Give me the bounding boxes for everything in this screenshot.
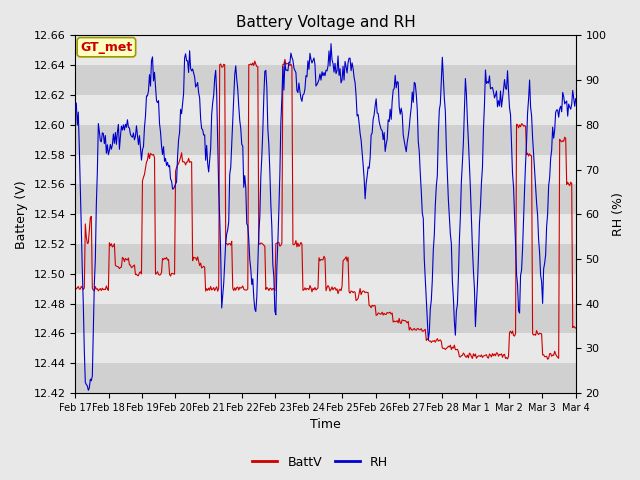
Bar <box>76 65 576 95</box>
Y-axis label: Battery (V): Battery (V) <box>15 180 28 249</box>
Text: GT_met: GT_met <box>80 41 132 54</box>
RH <box>344 60 352 66</box>
Bar <box>76 244 576 274</box>
Bar <box>76 334 576 363</box>
Title: Battery Voltage and RH: Battery Voltage and RH <box>236 15 415 30</box>
X-axis label: Time: Time <box>310 419 341 432</box>
Y-axis label: RH (%): RH (%) <box>612 192 625 236</box>
RH <box>84 387 92 393</box>
Bar <box>76 214 576 244</box>
RH <box>572 96 580 101</box>
BattV <box>313 286 321 292</box>
RH <box>313 82 321 87</box>
BattV <box>371 302 378 308</box>
Bar <box>76 274 576 304</box>
Bar <box>76 155 576 184</box>
RH <box>310 55 318 61</box>
RH <box>72 107 79 112</box>
RH <box>562 99 570 105</box>
Bar <box>76 36 576 65</box>
Line: RH: RH <box>76 44 576 390</box>
Line: BattV: BattV <box>76 60 576 360</box>
Bar <box>76 95 576 125</box>
BattV <box>310 287 318 293</box>
Bar <box>76 363 576 393</box>
BattV <box>483 352 490 358</box>
BattV <box>281 57 289 62</box>
Bar <box>76 125 576 155</box>
Bar <box>76 304 576 334</box>
BattV <box>572 325 580 331</box>
RH <box>484 79 492 84</box>
RH <box>371 103 379 108</box>
Legend: BattV, RH: BattV, RH <box>248 451 392 474</box>
BattV <box>72 285 79 291</box>
RH <box>327 41 335 47</box>
Bar <box>76 184 576 214</box>
BattV <box>562 135 570 141</box>
BattV <box>544 357 552 362</box>
BattV <box>343 258 351 264</box>
